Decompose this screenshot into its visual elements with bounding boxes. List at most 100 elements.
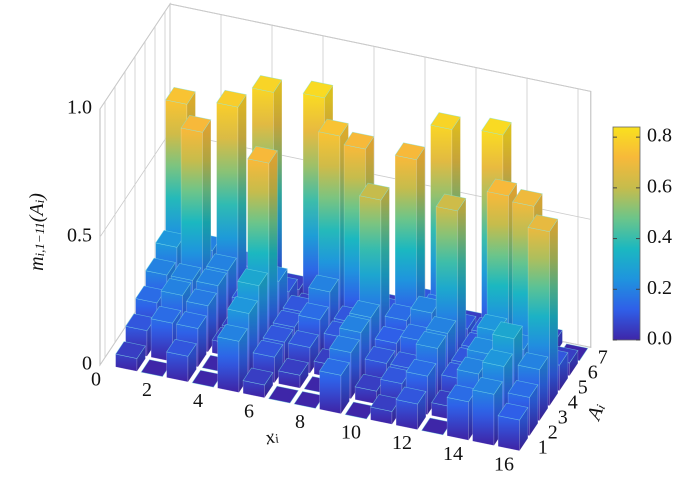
colorbar-tick-label: 0.0 [647, 328, 672, 350]
bar-top [527, 214, 559, 233]
colorbar-tick-label: 0.6 [647, 175, 672, 197]
bar-top [497, 402, 529, 421]
bar [115, 341, 146, 373]
bar-top [247, 145, 278, 164]
bar-top [268, 385, 299, 404]
bar-top [512, 188, 543, 207]
bar-side-shade [457, 198, 466, 370]
bar-side-shade [264, 372, 273, 398]
bar [394, 142, 426, 345]
x-tick-label: 10 [341, 422, 361, 444]
bar-top [339, 315, 370, 333]
bar-top [395, 386, 427, 405]
bar-top [329, 335, 360, 353]
y-axis-label: Ai [582, 400, 609, 425]
bar-top [486, 178, 518, 197]
x-axis-label: xi [262, 424, 281, 449]
bar [166, 338, 197, 383]
x-tick-label: 12 [392, 432, 412, 454]
bar-top [145, 257, 176, 276]
colorbar-tick-label: 0.4 [647, 226, 672, 248]
y-tick-label: 2 [548, 422, 558, 444]
bar-top [278, 357, 309, 376]
bar-top [227, 296, 258, 314]
bar-top [160, 278, 192, 296]
bar-top [288, 330, 319, 348]
bar-top [435, 193, 467, 212]
bar-top [242, 367, 274, 386]
bar-top [150, 305, 182, 324]
bar-top [517, 352, 549, 370]
bar-front [395, 399, 418, 430]
x-axis-label-sub: i [273, 431, 281, 447]
x-tick-label: 6 [244, 400, 254, 422]
bar-side-shade [416, 147, 425, 344]
bar-side-shade [238, 94, 247, 307]
bar-front [217, 336, 240, 393]
bar-side-shade [549, 219, 558, 406]
bar-side-shade [569, 350, 578, 376]
bar-front [166, 351, 189, 383]
x-tick-label: 14 [443, 443, 463, 465]
bar-side-shade [519, 407, 528, 451]
bar [319, 357, 350, 415]
bar-top [170, 263, 202, 281]
bar-side-shade [300, 362, 309, 389]
bar-top [507, 380, 539, 398]
z-axis-label-sub: i [32, 199, 47, 203]
y-tick-label: 3 [558, 407, 568, 429]
bar-side-shade [239, 328, 248, 393]
bar-top [206, 253, 237, 272]
bar-side-shade [539, 357, 548, 421]
bar-top [481, 117, 512, 136]
bar-top [165, 86, 196, 105]
bar [395, 386, 427, 431]
colorbar-tick-label: 0.8 [647, 125, 672, 147]
z-axis-label-part: m [26, 256, 48, 270]
bar-top [216, 89, 247, 108]
bar-top [319, 357, 350, 376]
bar-top [359, 182, 390, 201]
bar-side-shade [381, 187, 390, 354]
bar-top [405, 358, 437, 377]
z-axis-label-part: (A [26, 203, 48, 223]
bar-top [217, 323, 248, 342]
y-tick-label: 5 [578, 377, 588, 399]
bar-top [318, 118, 349, 137]
bar-top [364, 346, 396, 364]
z-axis-label-part: ) [26, 193, 48, 201]
z-tick-label: 0.5 [67, 225, 92, 247]
bar [217, 323, 248, 394]
bar-front [497, 415, 520, 452]
bar-top [180, 114, 212, 133]
x-tick-label: 0 [91, 369, 101, 391]
y-tick-label: 1 [538, 437, 548, 459]
bar-top [425, 316, 457, 334]
bar-top [343, 131, 375, 150]
bar-top [176, 311, 207, 329]
bar-front [472, 389, 495, 446]
bar-side-shade [218, 273, 227, 337]
bar-top [302, 80, 334, 99]
bar-side-shade [137, 345, 146, 372]
bar-top [237, 268, 268, 287]
bar-top [430, 112, 461, 130]
bar-top [166, 338, 197, 357]
bar-side-shade [341, 362, 350, 414]
bar-side-shade [269, 150, 278, 348]
y-tick-label: 7 [598, 347, 608, 369]
bar-front [319, 370, 342, 415]
colorbar-tick-label: 0.2 [647, 277, 672, 299]
bar-top [394, 142, 426, 161]
bar [268, 385, 299, 404]
bar-top [186, 288, 217, 307]
bar-front [446, 397, 469, 441]
bar-top [492, 321, 523, 340]
bar [278, 357, 309, 389]
bar [242, 367, 274, 399]
colorbar [612, 126, 641, 341]
z-tick-label: 1.0 [67, 97, 92, 119]
bar-top [349, 300, 380, 318]
z-axis-label: mi,1−11(Ai) [26, 193, 48, 271]
x-tick-label: 2 [142, 379, 152, 401]
